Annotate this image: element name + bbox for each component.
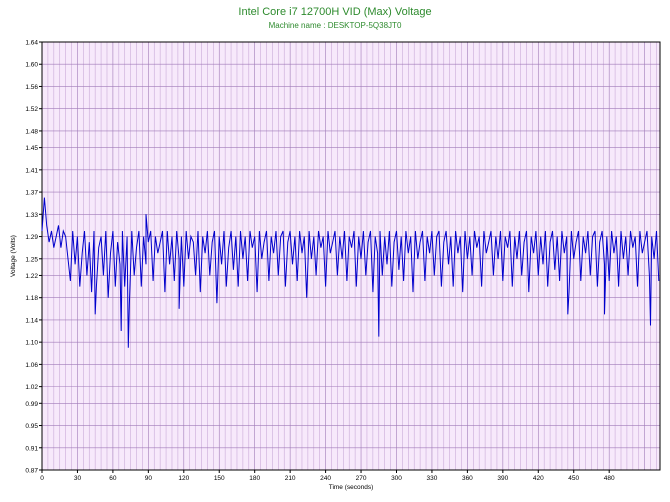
x-tick-label: 240 — [320, 475, 331, 482]
y-tick-label: 1.14 — [25, 317, 38, 324]
y-tick-label: 1.64 — [25, 40, 38, 47]
y-tick-label: 1.45 — [25, 145, 38, 152]
x-tick-label: 360 — [462, 475, 473, 482]
x-tick-label: 390 — [497, 475, 508, 482]
y-tick-label: 1.41 — [25, 167, 38, 174]
y-tick-label: 0.95 — [25, 423, 38, 430]
y-tick-label: 1.02 — [25, 384, 38, 391]
plot-border — [41, 41, 661, 471]
y-tick-label: 0.99 — [25, 401, 38, 408]
series-layer — [41, 197, 660, 348]
x-tick-label: 330 — [427, 475, 438, 482]
x-tick-label: 300 — [391, 475, 402, 482]
x-tick-label: 30 — [74, 475, 82, 482]
x-tick-label: 450 — [568, 475, 579, 482]
y-tick-label: 1.60 — [25, 62, 38, 69]
x-tick-label: 270 — [356, 475, 367, 482]
y-tick-label: 1.29 — [25, 234, 38, 241]
y-tick-label: 0.91 — [25, 445, 38, 452]
x-axis-label: Time (seconds) — [329, 484, 374, 491]
x-tick-label: 480 — [604, 475, 615, 482]
y-tick-label: 1.10 — [25, 340, 38, 347]
y-tick-label: 1.56 — [25, 84, 38, 91]
y-axis-label: Voltage (Volts) — [10, 235, 17, 277]
y-tick-label: 1.52 — [25, 106, 38, 113]
axes — [39, 41, 661, 473]
x-tick-label: 210 — [285, 475, 296, 482]
y-tick-label: 1.37 — [25, 190, 38, 197]
x-tick-label: 180 — [249, 475, 260, 482]
x-tick-label: 420 — [533, 475, 544, 482]
y-tick-label: 1.48 — [25, 128, 38, 135]
y-tick-label: 1.22 — [25, 273, 38, 280]
x-tick-label: 60 — [109, 475, 117, 482]
x-tick-label: 90 — [145, 475, 153, 482]
x-tick-label: 150 — [214, 475, 225, 482]
chart-title: Intel Core i7 12700H VID (Max) Voltage — [238, 6, 432, 18]
x-tick-label: 120 — [178, 475, 189, 482]
x-tick-label: 0 — [40, 475, 44, 482]
y-tick-label: 1.33 — [25, 212, 38, 219]
chart-subtitle: Machine name : DESKTOP-5Q38JT0 — [268, 21, 402, 30]
axis-labels: 0.87 0.91 0.95 0.99 1.02 1.06 1.10 1.14 1.18 1.22… — [10, 40, 615, 492]
y-tick-label: 1.18 — [25, 295, 38, 302]
y-tick-label: 1.25 — [25, 256, 38, 263]
voltage-series-line — [41, 197, 660, 348]
y-tick-label: 0.87 — [25, 468, 38, 475]
y-tick-label: 1.06 — [25, 362, 38, 369]
